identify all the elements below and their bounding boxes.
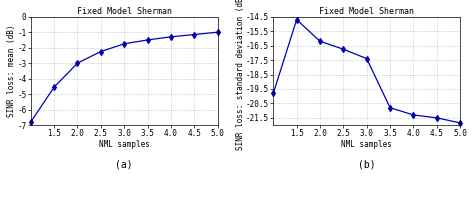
- Y-axis label: SINR loss: standard deviation (dB): SINR loss: standard deviation (dB): [236, 0, 245, 149]
- Title: Fixed Model Sherman: Fixed Model Sherman: [319, 7, 414, 16]
- Title: Fixed Model Sherman: Fixed Model Sherman: [77, 7, 172, 16]
- Text: (a): (a): [115, 160, 133, 170]
- X-axis label: NML samples: NML samples: [341, 140, 392, 149]
- Y-axis label: SINR loss: mean (dB): SINR loss: mean (dB): [7, 25, 16, 117]
- Text: (b): (b): [358, 160, 375, 170]
- X-axis label: NML samples: NML samples: [99, 140, 150, 149]
